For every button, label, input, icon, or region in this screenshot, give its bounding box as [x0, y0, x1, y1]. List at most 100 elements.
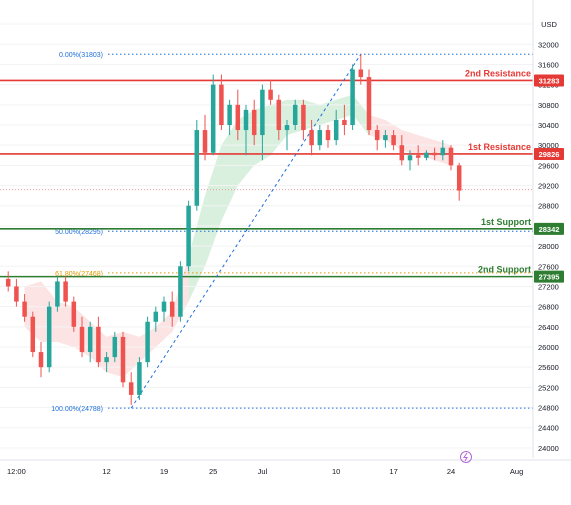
y-tick-label: 27200: [538, 282, 559, 291]
candle-body: [14, 286, 19, 302]
candle-body: [104, 357, 109, 363]
candle-body: [366, 77, 372, 131]
y-tick-label: 26800: [538, 303, 559, 312]
y-tick-label: 31600: [538, 60, 559, 69]
candle-body: [284, 125, 290, 131]
candle-body: [276, 99, 282, 131]
candle-body: [342, 119, 347, 125]
candle-body: [391, 135, 396, 146]
level-price-tag: [534, 270, 564, 283]
candle-body: [71, 301, 77, 327]
candle-body: [137, 362, 142, 395]
y-tick-label: 32000: [538, 40, 559, 49]
level-price-label: 28342: [539, 225, 560, 234]
x-tick-label: 10: [332, 467, 340, 476]
candle-body: [161, 301, 167, 312]
y-tick-label: 25200: [538, 383, 559, 392]
candle-body: [145, 321, 150, 363]
y-tick-label: 25600: [538, 363, 559, 372]
trendline-segment: [130, 53, 362, 409]
candle-body: [424, 152, 429, 158]
candle-body: [260, 89, 265, 136]
candle-body: [22, 301, 27, 317]
fib-label: 100.00%(24788): [51, 406, 103, 413]
y-tick-label: 24000: [538, 444, 559, 453]
cloud-segment: [123, 331, 140, 378]
fib-label: 61.80%(27468): [55, 271, 103, 278]
candle-body: [243, 109, 249, 131]
fib-label: 0.00%(31803): [59, 52, 103, 59]
candle-body: [317, 130, 323, 146]
candle-body: [128, 382, 134, 395]
grid: [0, 23, 533, 449]
candle-body: [38, 352, 44, 368]
x-tick-label: 19: [160, 467, 168, 476]
level-name: 1st Resistance: [468, 142, 531, 152]
candle-body: [292, 104, 298, 125]
level-name: 1st Support: [481, 217, 531, 227]
candle-body: [251, 109, 257, 136]
candle-body: [432, 152, 437, 156]
candle-body: [358, 69, 364, 78]
candle-body: [169, 301, 175, 317]
y-tick-label: 28800: [538, 202, 559, 211]
fib-label: 50.00%(28295): [55, 229, 103, 236]
x-tick-label: Jul: [258, 467, 268, 476]
candle-body: [350, 69, 355, 125]
level-price-label: 29826: [539, 150, 560, 159]
cloud-segment: [401, 130, 419, 156]
candle-body: [63, 281, 68, 302]
candle-body: [202, 130, 208, 153]
candle-body: [309, 130, 314, 146]
x-tick-label: 12:00: [7, 467, 26, 476]
candle-body: [5, 278, 11, 287]
candle-body: [186, 205, 191, 267]
currency-label: USD: [541, 20, 557, 29]
y-tick-label: 24800: [538, 404, 559, 413]
y-tick-label: 30400: [538, 121, 559, 130]
y-tick-label: 30800: [538, 101, 559, 110]
candle-body: [415, 155, 421, 158]
candle-body: [325, 130, 331, 141]
cloud-segment: [303, 99, 320, 131]
y-tick-label: 29200: [538, 182, 559, 191]
x-tick-label: Aug: [510, 467, 523, 476]
candle-body: [374, 130, 380, 141]
cloud-segment: [188, 195, 205, 302]
level-name: 2nd Support: [478, 265, 531, 275]
candle-body: [383, 135, 388, 141]
candle-body: [178, 266, 183, 317]
candle-body: [96, 326, 101, 363]
candle-body: [448, 147, 454, 166]
candle-body: [407, 155, 413, 161]
level-price-label: 27395: [539, 273, 560, 282]
y-tick-label: 28000: [538, 242, 559, 251]
candle-body: [227, 104, 232, 125]
x-tick-label: 24: [447, 467, 455, 476]
candle-body: [440, 147, 446, 156]
candle-body: [235, 104, 241, 131]
candle-body: [79, 326, 85, 353]
cloud-segment: [155, 311, 173, 347]
y-tick-label: 29600: [538, 161, 559, 170]
candle-body: [112, 336, 118, 358]
lightning-icon: [463, 452, 468, 462]
candle-body: [46, 306, 52, 368]
candle-body: [194, 130, 200, 206]
trendline: [130, 53, 362, 409]
candle-body: [219, 84, 224, 125]
candle-body: [120, 336, 126, 383]
y-tick-label: 26400: [538, 323, 559, 332]
level-price-tag: [534, 147, 564, 160]
y-tick-label: 27600: [538, 262, 559, 271]
level-name: 2nd Resistance: [465, 68, 531, 78]
cloud-segment: [352, 94, 369, 136]
event-marker-icon: [460, 451, 472, 463]
x-tick-label: 25: [209, 467, 217, 476]
candle-body: [268, 89, 273, 100]
candles: [5, 54, 462, 406]
candle-body: [456, 165, 462, 191]
